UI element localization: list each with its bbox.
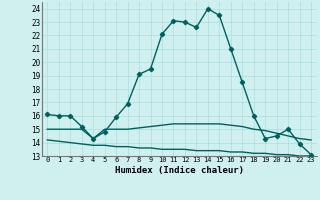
- X-axis label: Humidex (Indice chaleur): Humidex (Indice chaleur): [115, 166, 244, 175]
